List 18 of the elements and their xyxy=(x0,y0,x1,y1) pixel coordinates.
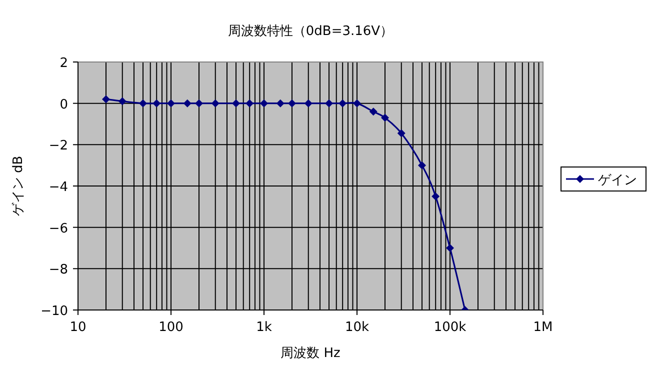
y-tick-label: −10 xyxy=(40,304,68,319)
y-tick-label: −2 xyxy=(48,138,68,154)
y-tick-label: 0 xyxy=(60,97,68,112)
x-tick-label: 1k xyxy=(256,320,272,335)
x-tick-label: 100k xyxy=(434,320,467,335)
x-axis-title: 周波数 Hz xyxy=(280,346,341,361)
legend: ゲイン xyxy=(560,166,646,192)
y-tick-label: −8 xyxy=(48,262,68,278)
y-tick-label: −6 xyxy=(48,221,68,236)
x-tick-label: 1M xyxy=(533,320,553,335)
x-tick-label: 10 xyxy=(70,320,86,335)
x-tick-label: 10k xyxy=(344,320,370,335)
chart-title: 周波数特性（0dB=3.16V） xyxy=(228,24,394,39)
y-tick-label: 2 xyxy=(60,56,68,71)
y-axis-title: ゲイン dB xyxy=(11,156,26,216)
legend-label: ゲイン xyxy=(598,173,637,188)
y-tick-label: −4 xyxy=(48,180,68,195)
x-tick-label: 100 xyxy=(158,320,184,335)
